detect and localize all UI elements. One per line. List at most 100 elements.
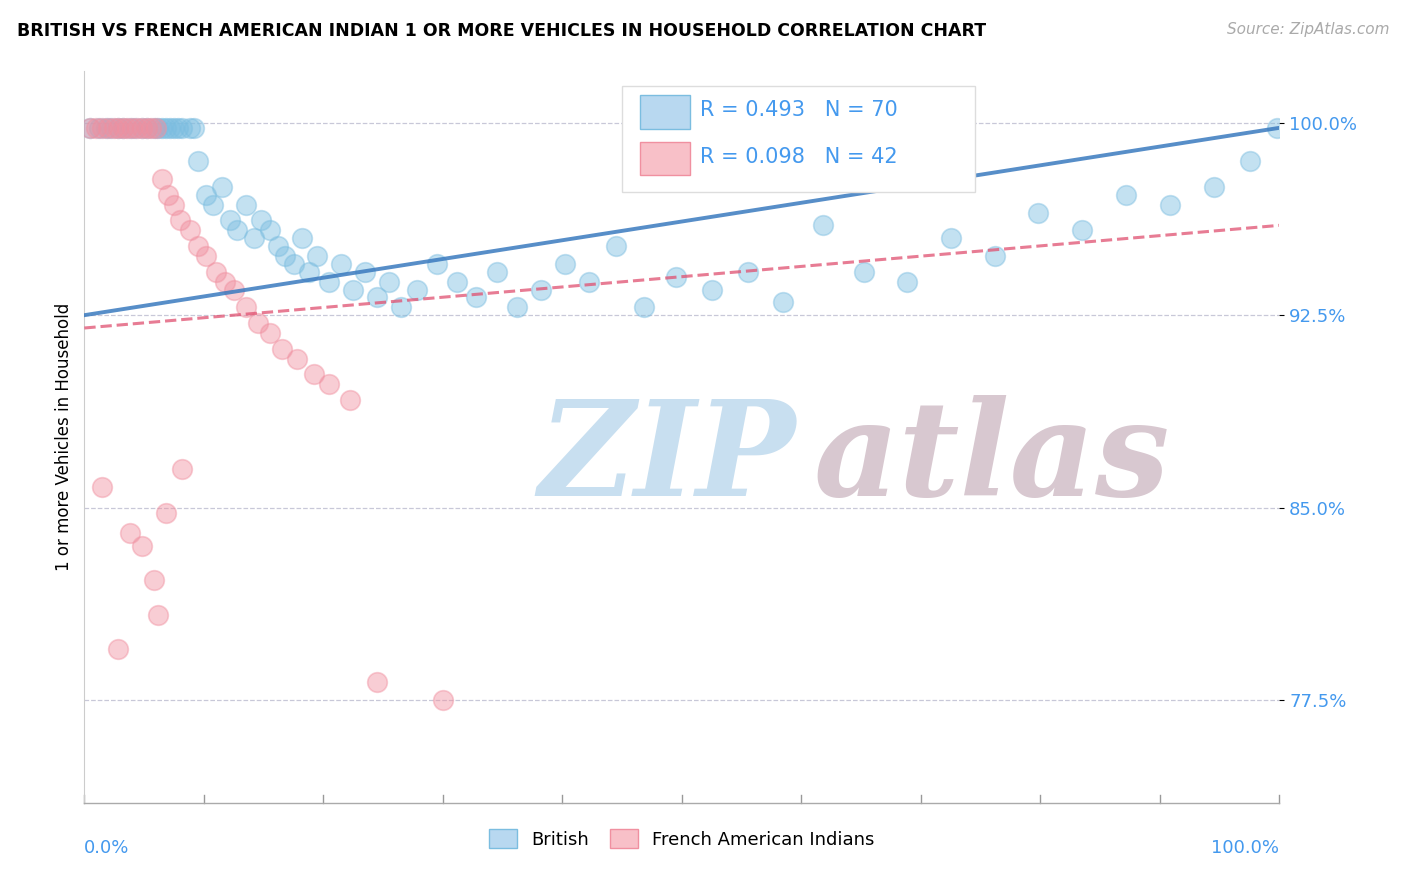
- Point: [811, 219, 834, 233]
- Point: [135, 120, 157, 135]
- Point: [318, 377, 340, 392]
- Point: [187, 239, 209, 253]
- Point: [378, 275, 401, 289]
- Point: [896, 275, 918, 289]
- Point: [259, 326, 281, 340]
- FancyBboxPatch shape: [640, 95, 690, 129]
- Point: [202, 198, 225, 212]
- Point: [772, 295, 794, 310]
- Point: [195, 249, 218, 263]
- Point: [150, 120, 173, 135]
- Point: [1265, 120, 1288, 135]
- Point: [117, 120, 139, 135]
- Point: [179, 120, 201, 135]
- Point: [342, 283, 364, 297]
- Point: [939, 231, 962, 245]
- Point: [121, 120, 143, 135]
- Point: [506, 301, 529, 315]
- Point: [235, 198, 257, 212]
- Point: [163, 120, 186, 135]
- Point: [91, 120, 114, 135]
- Point: [235, 301, 257, 315]
- Point: [145, 120, 167, 135]
- Point: [389, 301, 412, 315]
- Point: [87, 120, 110, 135]
- Point: [172, 462, 194, 476]
- Point: [1026, 205, 1049, 219]
- Point: [226, 223, 249, 237]
- Point: [1202, 179, 1225, 194]
- Point: [155, 120, 177, 135]
- Point: [211, 179, 233, 194]
- Text: atlas: atlas: [814, 394, 1170, 524]
- FancyBboxPatch shape: [623, 86, 974, 192]
- Point: [554, 257, 576, 271]
- Point: [118, 526, 141, 541]
- Point: [142, 573, 165, 587]
- Point: [148, 120, 170, 135]
- Point: [135, 120, 157, 135]
- Point: [159, 120, 181, 135]
- Point: [79, 120, 101, 135]
- Point: [222, 283, 245, 297]
- Text: ZIP: ZIP: [538, 394, 796, 524]
- Point: [118, 120, 141, 135]
- Point: [86, 120, 108, 135]
- Point: [107, 641, 129, 656]
- Point: [302, 368, 325, 382]
- Point: [1159, 198, 1181, 212]
- Point: [465, 290, 488, 304]
- Point: [169, 213, 191, 227]
- Point: [150, 172, 173, 186]
- Point: [100, 120, 122, 135]
- Point: [107, 120, 129, 135]
- Point: [107, 120, 129, 135]
- Text: 100.0%: 100.0%: [1212, 839, 1279, 857]
- Point: [1071, 223, 1094, 237]
- Point: [426, 257, 449, 271]
- Text: 0.0%: 0.0%: [84, 839, 129, 857]
- Point: [274, 249, 297, 263]
- Point: [79, 120, 101, 135]
- Point: [166, 120, 188, 135]
- Point: [1115, 187, 1137, 202]
- Point: [183, 120, 205, 135]
- Point: [330, 257, 353, 271]
- Point: [131, 120, 153, 135]
- Point: [131, 539, 153, 553]
- Point: [103, 120, 125, 135]
- Point: [270, 342, 292, 356]
- Point: [432, 693, 454, 707]
- Point: [530, 283, 553, 297]
- Point: [131, 120, 153, 135]
- Point: [737, 264, 759, 278]
- Point: [354, 264, 377, 278]
- Point: [318, 275, 340, 289]
- Point: [246, 316, 269, 330]
- Point: [283, 257, 305, 271]
- Point: [179, 223, 201, 237]
- Point: [852, 264, 875, 278]
- Point: [243, 231, 266, 245]
- Point: [97, 120, 120, 135]
- Point: [578, 275, 600, 289]
- Point: [205, 264, 228, 278]
- Point: [142, 120, 165, 135]
- Point: [485, 264, 508, 278]
- Point: [141, 120, 163, 135]
- Point: [366, 290, 388, 304]
- Point: [157, 187, 180, 202]
- Point: [665, 269, 688, 284]
- Point: [633, 301, 655, 315]
- Point: [267, 239, 290, 253]
- Text: BRITISH VS FRENCH AMERICAN INDIAN 1 OR MORE VEHICLES IN HOUSEHOLD CORRELATION CH: BRITISH VS FRENCH AMERICAN INDIAN 1 OR M…: [17, 22, 986, 40]
- Point: [91, 480, 114, 494]
- Point: [259, 223, 281, 237]
- Y-axis label: 1 or more Vehicles in Household: 1 or more Vehicles in Household: [55, 303, 73, 571]
- Point: [405, 283, 427, 297]
- Point: [1239, 154, 1261, 169]
- Point: [984, 249, 1007, 263]
- FancyBboxPatch shape: [640, 142, 690, 175]
- Legend: British, French American Indians: British, French American Indians: [482, 822, 882, 856]
- Text: R = 0.493   N = 70: R = 0.493 N = 70: [700, 100, 897, 120]
